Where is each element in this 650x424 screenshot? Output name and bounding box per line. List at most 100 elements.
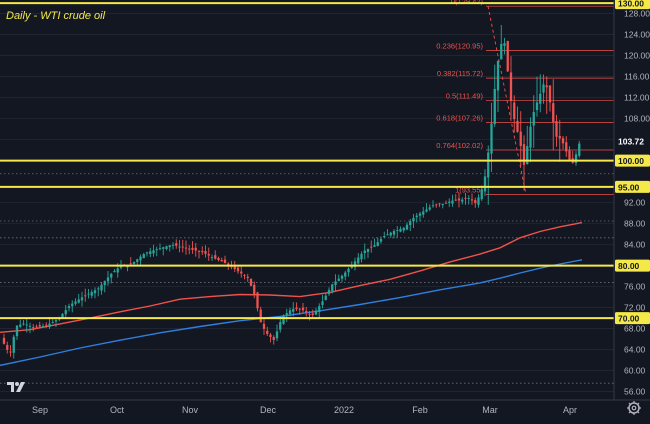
candle[interactable] [376, 237, 379, 247]
candle[interactable] [418, 211, 422, 222]
candle[interactable] [100, 282, 103, 295]
candle[interactable] [41, 323, 45, 328]
candle[interactable] [12, 334, 15, 359]
candle[interactable] [506, 40, 509, 72]
candle[interactable] [288, 307, 292, 317]
candle[interactable] [347, 267, 350, 277]
candle[interactable] [15, 325, 19, 340]
candle[interactable] [243, 274, 246, 280]
candle[interactable] [139, 254, 142, 267]
candle[interactable] [220, 257, 223, 262]
candle[interactable] [464, 192, 467, 205]
candle[interactable] [415, 212, 418, 223]
candle[interactable] [545, 76, 548, 114]
candle[interactable] [6, 341, 9, 354]
candle[interactable] [152, 244, 155, 257]
level-price-badge[interactable]: 130.00 [615, 0, 650, 10]
candle[interactable] [142, 252, 145, 259]
candle[interactable] [412, 214, 415, 228]
candle[interactable] [2, 333, 6, 345]
candle[interactable] [509, 56, 513, 119]
candle[interactable] [266, 326, 269, 337]
candle[interactable] [513, 95, 516, 133]
candle[interactable] [396, 226, 399, 238]
candle[interactable] [392, 229, 396, 239]
candle[interactable] [327, 287, 331, 296]
candle[interactable] [246, 273, 249, 282]
candle[interactable] [340, 274, 344, 283]
candle[interactable] [461, 197, 464, 205]
candle[interactable] [500, 25, 503, 60]
candle[interactable] [93, 287, 97, 299]
candle[interactable] [236, 266, 240, 274]
candle[interactable] [87, 288, 90, 299]
candle[interactable] [80, 291, 84, 307]
candle[interactable] [191, 241, 194, 254]
candle[interactable] [438, 202, 441, 208]
candle[interactable] [574, 151, 578, 166]
candle[interactable] [457, 192, 461, 208]
candle[interactable] [194, 243, 197, 257]
candle[interactable] [71, 300, 74, 313]
candle[interactable] [188, 244, 191, 255]
candle[interactable] [431, 200, 435, 208]
level-price-badge[interactable]: 80.00 [615, 259, 650, 272]
candle[interactable] [363, 243, 366, 260]
candle[interactable] [555, 114, 558, 147]
candle[interactable] [386, 229, 389, 236]
candle[interactable] [249, 278, 253, 287]
candle[interactable] [389, 231, 392, 238]
candle[interactable] [428, 204, 431, 212]
candle[interactable] [113, 269, 116, 273]
candle[interactable] [529, 117, 532, 163]
candle[interactable] [28, 322, 32, 334]
candle[interactable] [178, 239, 181, 253]
candle[interactable] [373, 238, 376, 247]
candle[interactable] [539, 74, 542, 113]
candle[interactable] [448, 198, 451, 207]
candle[interactable] [210, 254, 214, 261]
candle[interactable] [548, 85, 552, 112]
candle[interactable] [526, 125, 529, 165]
candle[interactable] [110, 272, 113, 284]
candle[interactable] [207, 247, 210, 261]
candle[interactable] [64, 305, 67, 319]
candle[interactable] [487, 145, 490, 205]
level-price-badge[interactable]: 70.00 [615, 312, 650, 325]
candle[interactable] [353, 257, 357, 271]
candle[interactable] [217, 256, 220, 262]
candle[interactable] [149, 247, 152, 258]
candle[interactable] [25, 317, 28, 333]
candle[interactable] [129, 257, 132, 265]
candle[interactable] [454, 194, 457, 202]
candle[interactable] [383, 231, 386, 239]
candle[interactable] [568, 146, 571, 160]
candle[interactable] [337, 274, 340, 282]
candle[interactable] [344, 270, 347, 281]
candle[interactable] [35, 324, 38, 329]
candle[interactable] [441, 203, 444, 209]
horizontal-levels[interactable] [0, 2, 614, 320]
candle[interactable] [503, 37, 506, 55]
candle[interactable] [97, 286, 100, 297]
candle[interactable] [145, 251, 149, 257]
candle[interactable] [259, 306, 262, 323]
candle[interactable] [496, 60, 500, 113]
candle[interactable] [103, 280, 106, 293]
candle[interactable] [552, 79, 555, 151]
candle[interactable] [74, 298, 77, 306]
candle[interactable] [561, 136, 565, 150]
tradingview-logo[interactable] [6, 380, 26, 394]
candle[interactable] [292, 302, 295, 317]
candle[interactable] [522, 135, 526, 191]
candle[interactable] [305, 306, 308, 317]
candle[interactable] [214, 250, 217, 260]
candle[interactable] [357, 253, 360, 265]
candle[interactable] [314, 307, 318, 316]
candle[interactable] [272, 335, 275, 345]
candle[interactable] [493, 64, 496, 127]
candle[interactable] [155, 246, 158, 257]
gear-icon[interactable] [626, 400, 642, 416]
candle[interactable] [483, 169, 487, 196]
